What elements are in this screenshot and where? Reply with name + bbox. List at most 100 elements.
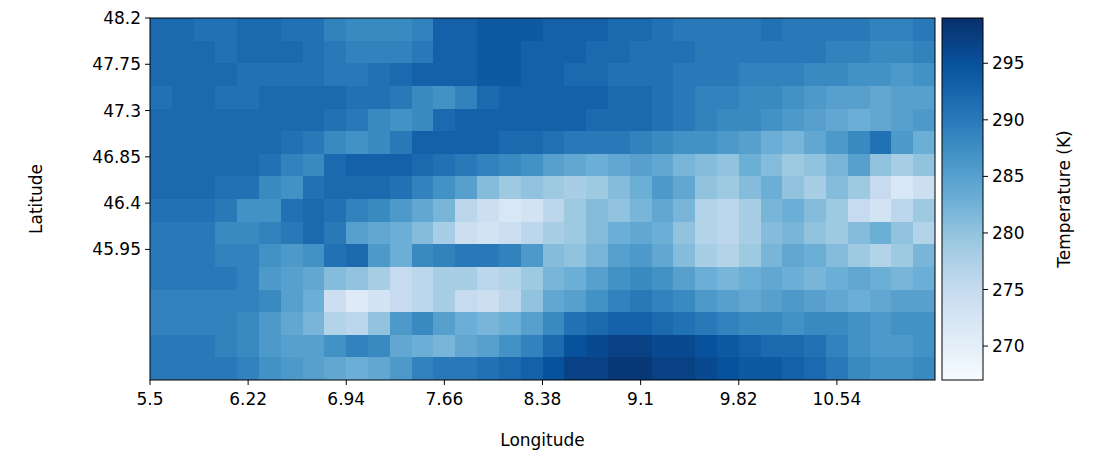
heat-cell: [608, 154, 630, 177]
heat-cell: [237, 335, 259, 358]
heat-cell: [433, 222, 455, 245]
heat-cell: [564, 199, 586, 222]
heat-cell: [324, 154, 346, 177]
heat-cell: [608, 18, 630, 41]
heat-cell: [150, 154, 172, 177]
heat-cell: [826, 86, 848, 109]
heat-cell: [913, 41, 935, 64]
heat-cell: [433, 267, 455, 290]
heat-cell: [870, 109, 892, 132]
heat-cell: [303, 335, 325, 358]
heat-cell: [194, 357, 216, 380]
heat-cell: [804, 18, 826, 41]
heat-cell: [455, 86, 477, 109]
heat-cell: [215, 154, 237, 177]
heat-cell: [215, 244, 237, 267]
heat-cell: [564, 109, 586, 132]
heat-cell: [324, 131, 346, 154]
heat-cell: [194, 312, 216, 335]
heat-cell: [608, 131, 630, 154]
heat-cell: [804, 222, 826, 245]
heat-cell: [455, 18, 477, 41]
heat-cell: [346, 63, 368, 86]
heat-cell: [259, 267, 281, 290]
heat-cell: [913, 86, 935, 109]
heat-cell: [695, 335, 717, 358]
heat-cell: [608, 86, 630, 109]
heat-cell: [848, 244, 870, 267]
heat-cell: [412, 312, 434, 335]
heat-cell: [804, 131, 826, 154]
heat-cell: [281, 222, 303, 245]
heat-cell: [761, 199, 783, 222]
heat-cell: [303, 41, 325, 64]
heat-cell: [521, 222, 543, 245]
heat-cell: [891, 41, 913, 64]
heat-cell: [150, 176, 172, 199]
heat-cell: [237, 244, 259, 267]
y-tick: [145, 156, 150, 157]
heat-cell: [804, 176, 826, 199]
heat-cell: [761, 357, 783, 380]
heat-cell: [564, 18, 586, 41]
heat-cell: [586, 109, 608, 132]
heat-cell: [673, 109, 695, 132]
heat-cell: [499, 267, 521, 290]
heat-cell: [543, 154, 565, 177]
heat-cell: [521, 86, 543, 109]
heat-cell: [586, 335, 608, 358]
colorbar-tick: [983, 232, 988, 233]
heat-cell: [826, 63, 848, 86]
y-tick: [145, 18, 150, 19]
heat-cell: [652, 154, 674, 177]
colorbar-tick: [983, 346, 988, 347]
heat-cell: [739, 131, 761, 154]
heat-cell: [630, 267, 652, 290]
heat-cell: [390, 109, 412, 132]
heat-cell: [433, 357, 455, 380]
heat-cell: [499, 222, 521, 245]
heat-cell: [717, 267, 739, 290]
heat-cell: [455, 63, 477, 86]
heat-cell: [477, 154, 499, 177]
heat-cell: [848, 18, 870, 41]
heat-cell: [346, 109, 368, 132]
heat-cell: [368, 86, 390, 109]
heat-cell: [368, 63, 390, 86]
heat-cell: [281, 335, 303, 358]
heat-cell: [433, 312, 455, 335]
heat-cell: [368, 244, 390, 267]
heat-cell: [804, 109, 826, 132]
chart: 5.56.226.947.668.389.19.8210.5445.9546.4…: [0, 0, 1101, 458]
heat-cell: [804, 267, 826, 290]
heat-cell: [630, 335, 652, 358]
heat-cell: [761, 86, 783, 109]
heat-cell: [586, 357, 608, 380]
heat-cell: [586, 244, 608, 267]
heat-cell: [368, 335, 390, 358]
cells: [150, 18, 935, 380]
heat-cell: [630, 41, 652, 64]
heat-cell: [826, 244, 848, 267]
colorbar-tick-label: 285: [992, 166, 1024, 186]
heat-cell: [194, 267, 216, 290]
heat-cell: [739, 222, 761, 245]
heat-cell: [782, 131, 804, 154]
heat-cell: [324, 199, 346, 222]
heat-cell: [259, 357, 281, 380]
heat-cell: [390, 244, 412, 267]
heat-cell: [433, 109, 455, 132]
heat-cell: [150, 131, 172, 154]
heat-cell: [499, 63, 521, 86]
heat-cell: [455, 154, 477, 177]
heat-cell: [324, 357, 346, 380]
heat-cell: [717, 335, 739, 358]
heat-cell: [608, 357, 630, 380]
heat-cell: [215, 335, 237, 358]
heat-cell: [521, 176, 543, 199]
heat-cell: [870, 63, 892, 86]
heat-cell: [891, 335, 913, 358]
heat-cell: [477, 222, 499, 245]
heat-cell: [761, 63, 783, 86]
heat-cell: [804, 312, 826, 335]
